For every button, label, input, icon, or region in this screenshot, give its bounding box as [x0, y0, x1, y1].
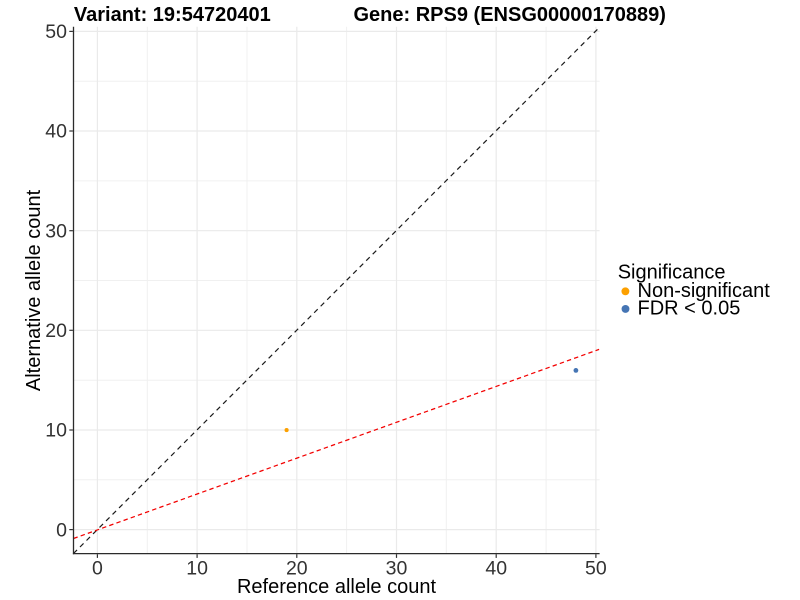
svg-text:10: 10	[186, 558, 208, 580]
svg-text:50: 50	[45, 21, 67, 43]
svg-text:Gene: RPS9 (ENSG00000170889): Gene: RPS9 (ENSG00000170889)	[354, 4, 666, 26]
svg-text:Significance: Significance	[618, 262, 726, 284]
svg-text:30: 30	[45, 220, 67, 242]
svg-text:40: 40	[45, 121, 67, 143]
svg-text:Non-significant: Non-significant	[638, 280, 771, 302]
svg-text:20: 20	[45, 320, 67, 342]
svg-text:FDR < 0.05: FDR < 0.05	[638, 298, 741, 320]
svg-text:40: 40	[485, 558, 507, 580]
svg-text:Variant: 19:54720401: Variant: 19:54720401	[74, 4, 271, 26]
svg-text:Reference allele count: Reference allele count	[237, 576, 436, 598]
svg-text:Alternative allele count: Alternative allele count	[23, 189, 45, 391]
svg-text:20: 20	[286, 558, 308, 580]
svg-text:10: 10	[45, 420, 67, 442]
svg-text:0: 0	[56, 519, 67, 541]
svg-text:50: 50	[585, 558, 607, 580]
svg-text:30: 30	[386, 558, 408, 580]
svg-text:0: 0	[92, 558, 103, 580]
